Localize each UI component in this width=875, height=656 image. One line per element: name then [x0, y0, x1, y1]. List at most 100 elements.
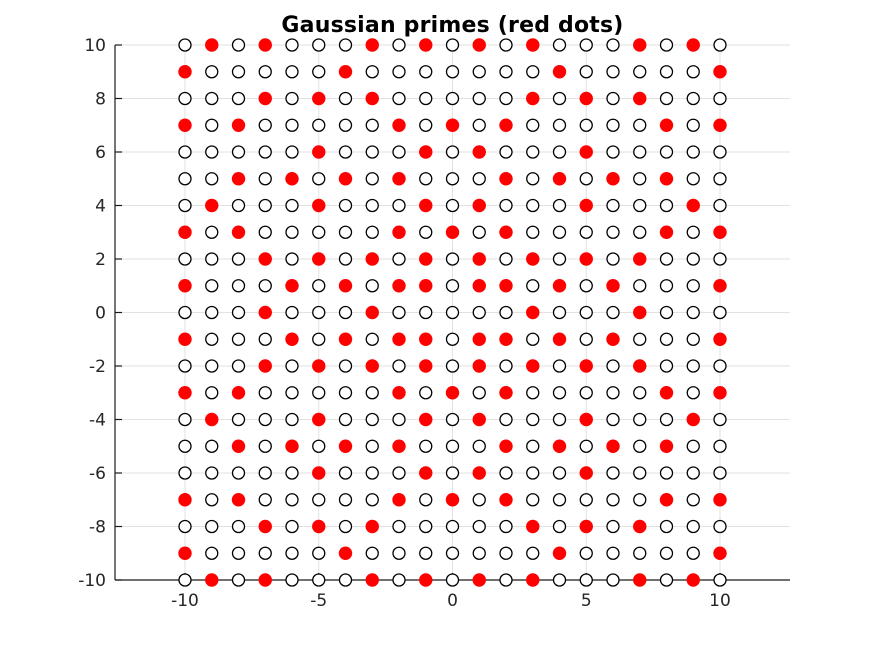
prime-dot: [338, 279, 353, 293]
prime-dot: [205, 412, 219, 427]
nonprime-dot: [178, 412, 192, 427]
nonprime-dot: [365, 466, 379, 480]
nonprime-dot: [338, 386, 353, 400]
prime-dot: [178, 225, 192, 239]
nonprime-dot: [258, 65, 272, 79]
prime-dot: [258, 252, 272, 266]
nonprime-dot: [285, 38, 299, 52]
nonprime-dot: [312, 305, 326, 320]
prime-dot: [338, 546, 353, 560]
nonprime-dot: [606, 386, 620, 400]
nonprime-dot: [285, 359, 299, 373]
prime-dot: [713, 546, 727, 560]
nonprime-dot: [633, 439, 647, 453]
nonprime-dot: [526, 225, 540, 239]
prime-dot: [231, 439, 246, 453]
nonprime-dot: [686, 91, 700, 106]
nonprime-dot: [338, 38, 353, 52]
nonprime-dot: [606, 118, 620, 132]
nonprime-dot: [419, 118, 433, 132]
prime-dot: [713, 118, 727, 132]
prime-dot: [499, 279, 513, 293]
nonprime-dot: [686, 145, 700, 159]
nonprime-dot: [365, 439, 379, 453]
x-tick-label: 5: [581, 591, 592, 611]
nonprime-dot: [633, 198, 647, 213]
prime-dot: [312, 466, 326, 480]
prime-dot: [445, 225, 460, 239]
nonprime-dot: [205, 359, 219, 373]
nonprime-dot: [472, 305, 486, 320]
nonprime-dot: [338, 519, 353, 534]
nonprime-dot: [686, 439, 700, 453]
nonprime-dot: [606, 493, 620, 507]
prime-dot: [365, 38, 379, 52]
prime-dot: [686, 412, 700, 427]
prime-dot: [633, 252, 647, 266]
prime-dot: [365, 573, 379, 587]
prime-dot: [178, 493, 192, 507]
nonprime-dot: [365, 386, 379, 400]
nonprime-dot: [392, 91, 406, 106]
prime-dot: [392, 118, 406, 132]
prime-dot: [713, 332, 727, 346]
nonprime-dot: [606, 198, 620, 213]
nonprime-dot: [285, 252, 299, 266]
nonprime-dot: [338, 118, 353, 132]
nonprime-dot: [633, 493, 647, 507]
nonprime-dot: [231, 546, 246, 560]
prime-dot: [258, 359, 272, 373]
nonprime-dot: [686, 252, 700, 266]
nonprime-dot: [659, 305, 674, 320]
prime-dot: [231, 493, 246, 507]
nonprime-dot: [445, 546, 460, 560]
prime-dot: [499, 439, 513, 453]
prime-dot: [178, 279, 192, 293]
nonprime-dot: [392, 65, 406, 79]
nonprime-dot: [285, 546, 299, 560]
nonprime-dot: [445, 519, 460, 534]
prime-dot: [659, 439, 674, 453]
nonprime-dot: [285, 573, 299, 587]
prime-dot: [659, 172, 674, 186]
nonprime-dot: [231, 332, 246, 346]
prime-dot: [419, 145, 433, 159]
nonprime-dot: [659, 546, 674, 560]
nonprime-dot: [686, 546, 700, 560]
prime-dot: [472, 359, 486, 373]
prime-dot: [526, 573, 540, 587]
prime-dot: [285, 279, 299, 293]
prime-dot: [419, 466, 433, 480]
nonprime-dot: [231, 359, 246, 373]
nonprime-dot: [205, 305, 219, 320]
nonprime-dot: [659, 198, 674, 213]
prime-dot: [472, 145, 486, 159]
nonprime-dot: [499, 546, 513, 560]
x-tick-label: -5: [310, 591, 327, 611]
prime-dot: [231, 172, 246, 186]
nonprime-dot: [419, 65, 433, 79]
nonprime-dot: [258, 466, 272, 480]
prime-dot: [392, 172, 406, 186]
nonprime-dot: [659, 65, 674, 79]
nonprime-dot: [312, 332, 326, 346]
prime-dot: [606, 439, 620, 453]
nonprime-dot: [392, 305, 406, 320]
nonprime-dot: [258, 145, 272, 159]
nonprime-dot: [713, 252, 727, 266]
nonprime-dot: [686, 386, 700, 400]
prime-dot: [178, 332, 192, 346]
y-tick-label: 4: [95, 197, 106, 217]
prime-dot: [499, 225, 513, 239]
prime-dot: [686, 38, 700, 52]
nonprime-dot: [713, 172, 727, 186]
prime-dot: [526, 252, 540, 266]
nonprime-dot: [472, 519, 486, 534]
nonprime-dot: [579, 546, 593, 560]
nonprime-dot: [258, 279, 272, 293]
nonprime-dot: [579, 38, 593, 52]
nonprime-dot: [231, 519, 246, 534]
nonprime-dot: [659, 466, 674, 480]
